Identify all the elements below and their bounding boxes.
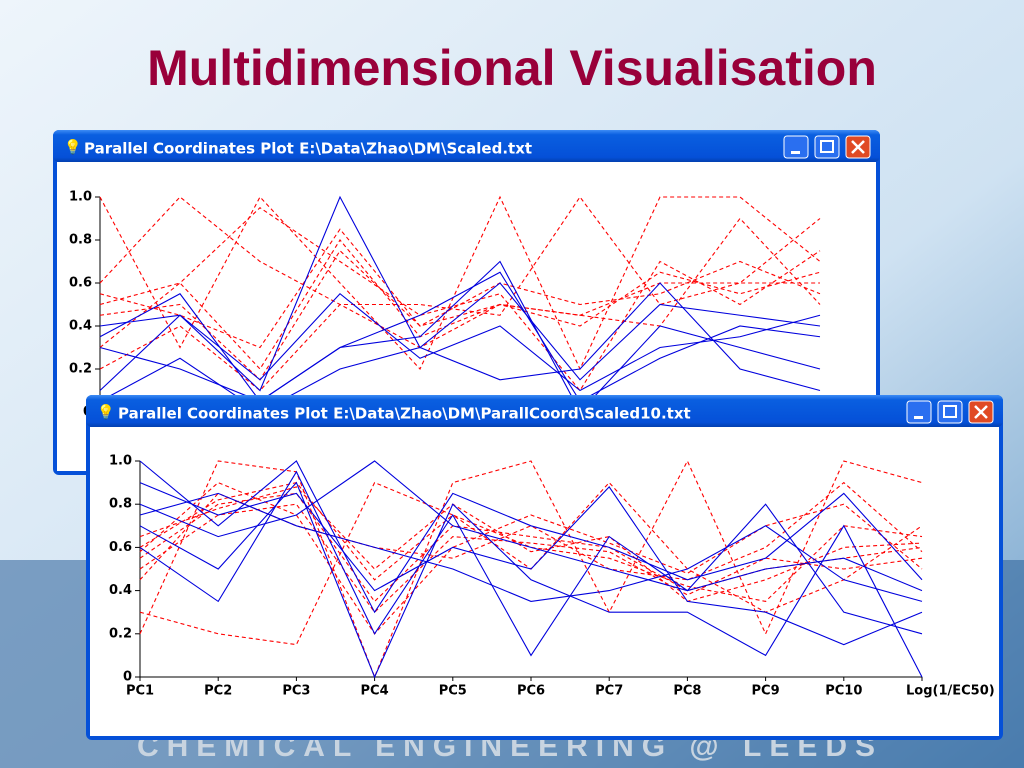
- x-tick-label: Log(1/EC50): [906, 684, 995, 699]
- window-title: Parallel Coordinates Plot E:\Data\Zhao\D…: [84, 140, 532, 158]
- series-line: [139, 492, 923, 602]
- series-line: [99, 271, 821, 402]
- y-tick-label: 0: [123, 670, 132, 685]
- x-tick-label: PC1: [126, 684, 154, 699]
- x-tick-label: PC4: [361, 684, 389, 699]
- title-bar: [53, 130, 880, 162]
- y-tick-label: 1.0: [69, 190, 92, 205]
- minimize-button[interactable]: [783, 135, 809, 159]
- window-client: [90, 427, 999, 736]
- plot: 0 0.2 0.4 0.6 0.8 1.0 PC1 PC2 PC3 PC4 PC5 PC6 PC7 PC8…: [109, 454, 995, 699]
- window-icon: 💡: [97, 404, 114, 421]
- x-tick-label: PC2: [204, 684, 232, 699]
- window-title: Parallel Coordinates Plot E:\Data\Zhao\D…: [118, 405, 691, 423]
- y-tick-label: 0.6: [69, 276, 92, 291]
- close-icon: [974, 405, 988, 419]
- maximize-button[interactable]: [814, 135, 840, 159]
- y-tick-label: 0.8: [69, 233, 92, 248]
- y-tick-label: 0.6: [109, 540, 132, 555]
- minimize-button[interactable]: [906, 400, 932, 424]
- x-tick-label: PC3: [282, 684, 310, 699]
- series-line: [139, 481, 923, 679]
- y-tick-label: 0.2: [109, 626, 132, 641]
- x-tick-label: PC5: [439, 684, 467, 699]
- series-line: [139, 486, 923, 603]
- y-tick-label: 0.2: [69, 362, 92, 377]
- y-tick-label: 0.4: [69, 319, 92, 334]
- maximize-icon: [820, 140, 834, 153]
- series-line: [139, 481, 923, 635]
- slide-title: Multidimensional Visualisation: [147, 40, 877, 96]
- minimize-icon: [914, 416, 923, 419]
- x-tick-label: PC8: [673, 684, 701, 699]
- series-line: [139, 503, 923, 614]
- window-icon: 💡: [64, 139, 81, 156]
- series-line: [99, 207, 821, 392]
- series-line: [139, 459, 923, 679]
- series-line: [99, 217, 821, 392]
- x-tick-label: PC10: [825, 684, 862, 699]
- title-bar: [86, 395, 1003, 427]
- series-line: [139, 482, 923, 646]
- series-line: [139, 460, 923, 614]
- minimize-icon: [791, 151, 800, 154]
- y-tick-label: 1.0: [109, 454, 132, 469]
- series-line: [99, 195, 821, 392]
- maximize-icon: [943, 405, 957, 418]
- x-tick-label: PC9: [752, 684, 780, 699]
- y-tick-label: 0.4: [109, 583, 132, 598]
- x-tick-label: PC6: [517, 684, 545, 699]
- x-tick-label: PC7: [595, 684, 623, 699]
- maximize-button[interactable]: [937, 400, 963, 424]
- series-line: [139, 460, 923, 635]
- y-tick-label: 0.8: [109, 497, 132, 512]
- close-icon: [851, 140, 865, 154]
- series-line: [99, 196, 821, 316]
- series-line: [99, 195, 821, 371]
- series-line: [99, 282, 821, 413]
- series-line: [99, 239, 820, 370]
